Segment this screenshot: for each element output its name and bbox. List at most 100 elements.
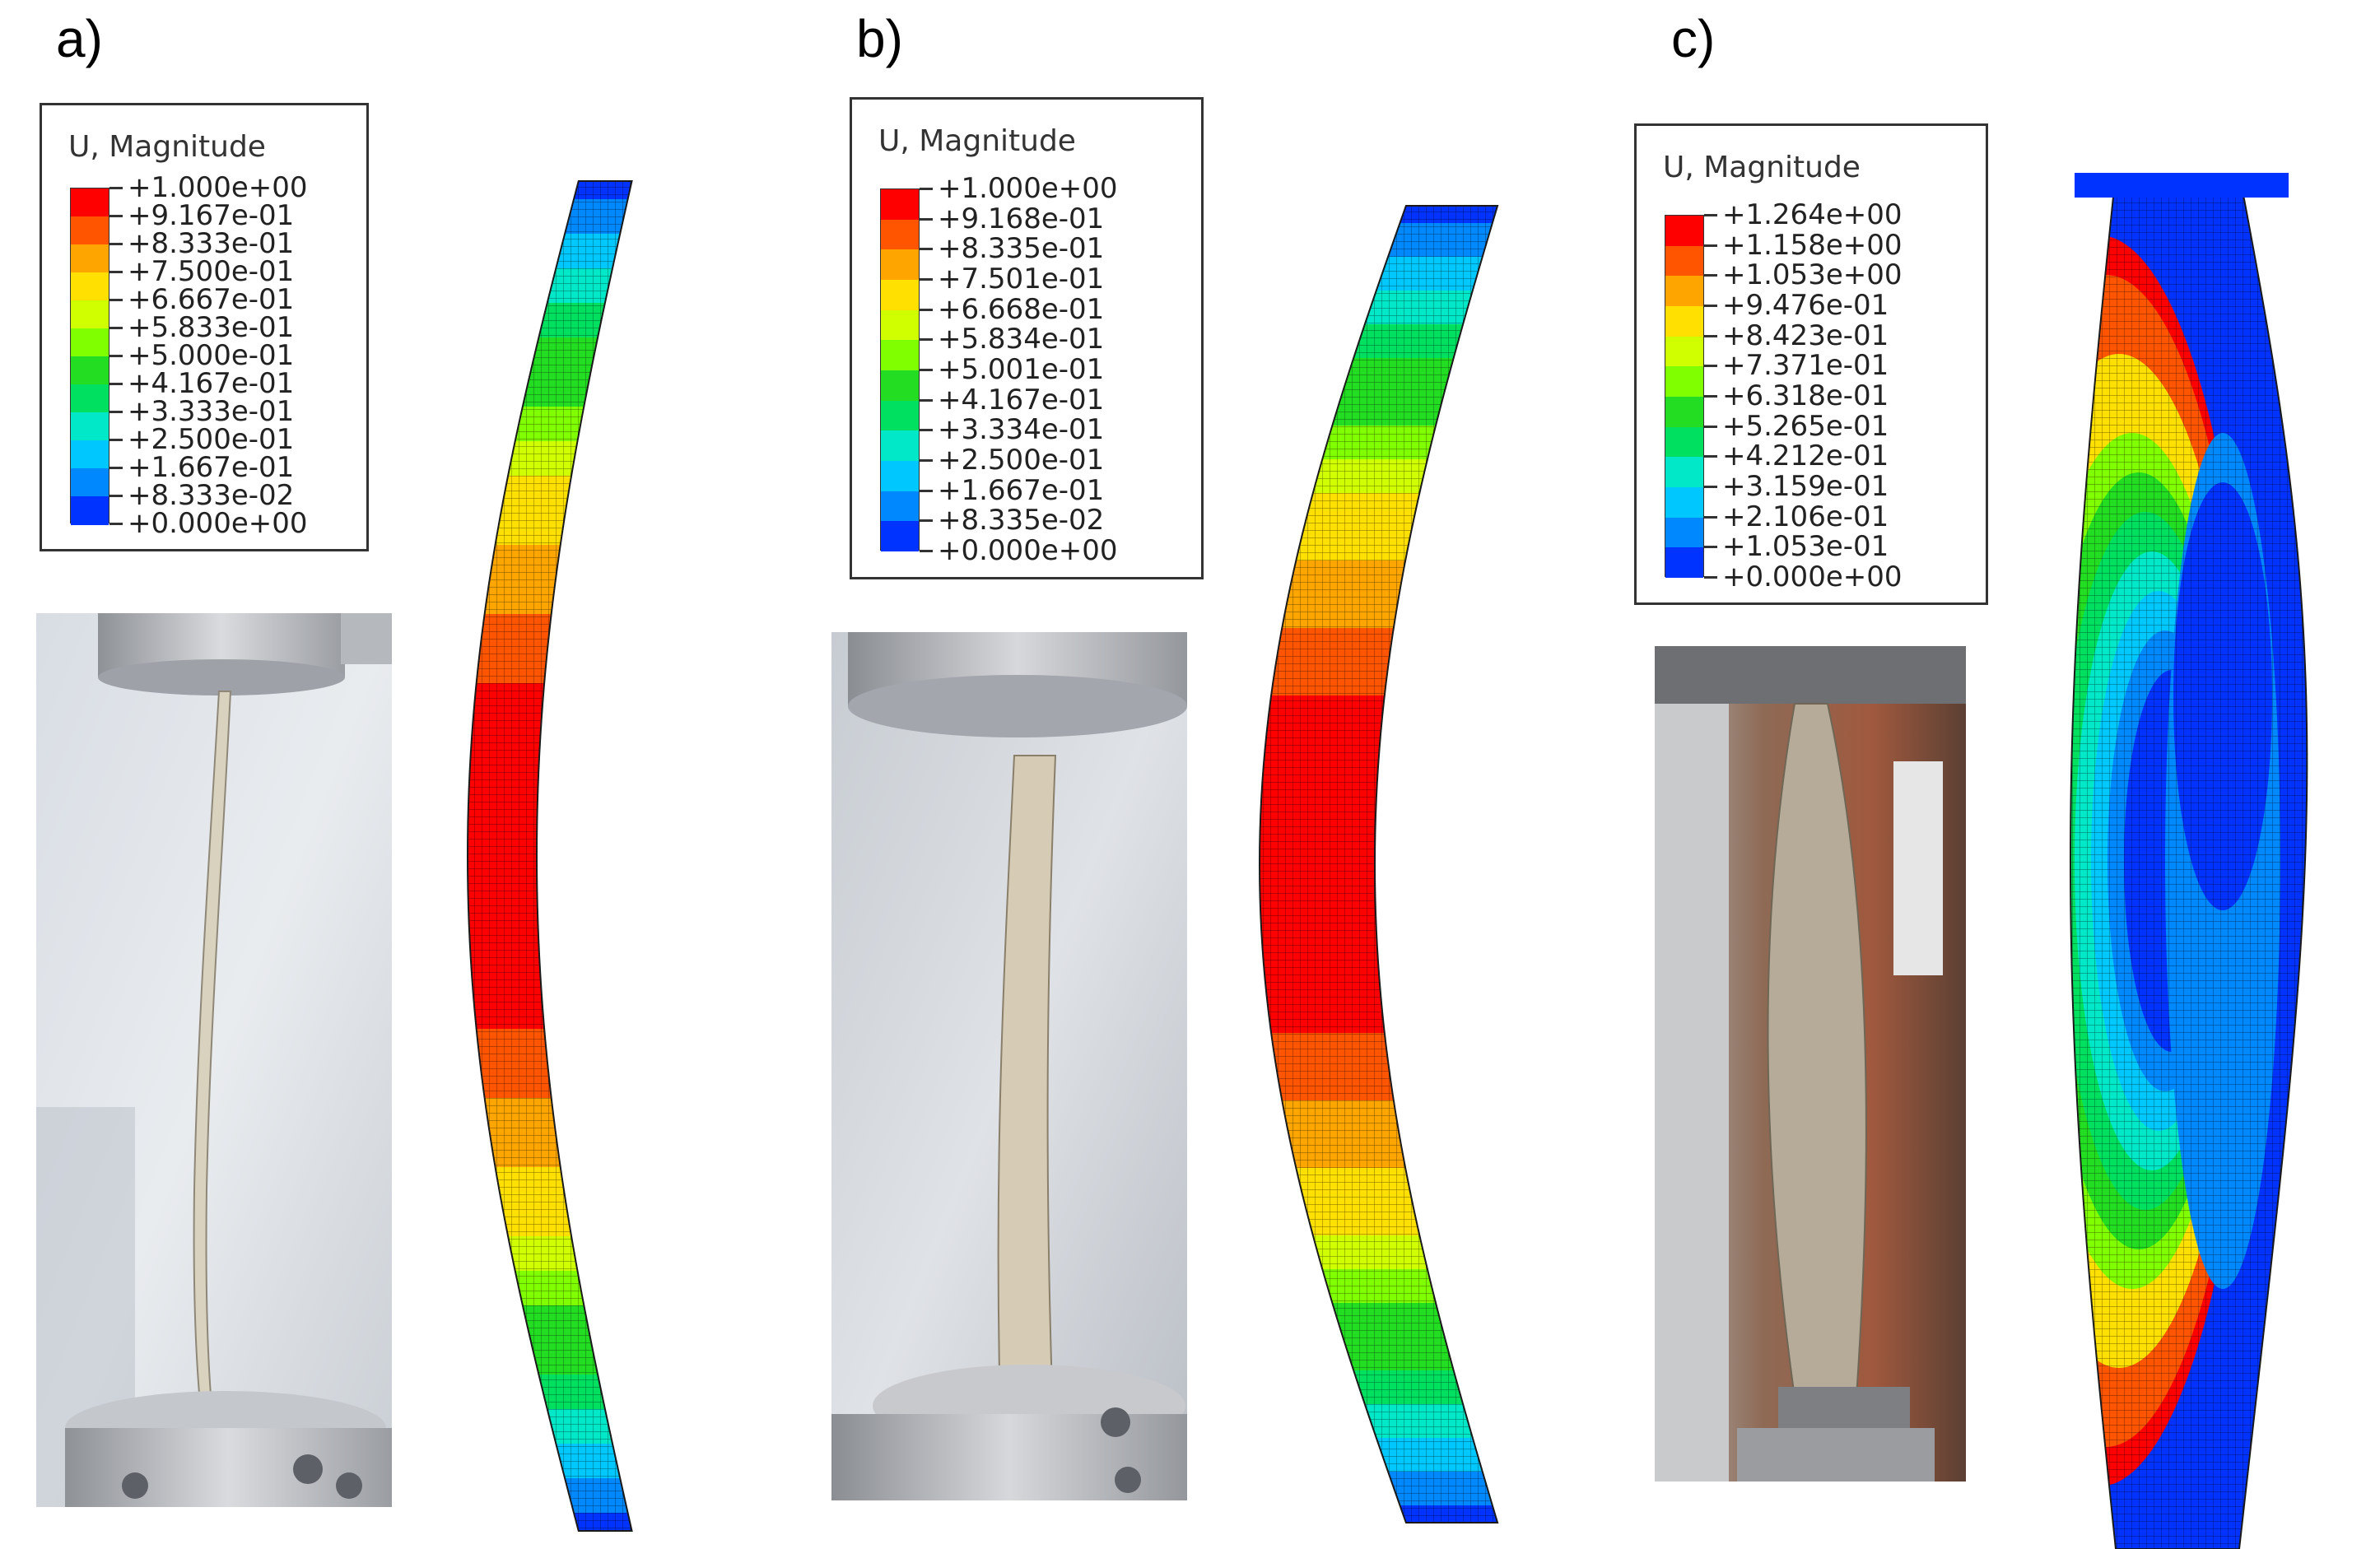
legend-tick: [1704, 455, 1717, 458]
contour-band: [468, 579, 632, 615]
legend-value: +1.000e+00: [128, 171, 308, 204]
contour-band: [468, 545, 632, 580]
legend-value: +1.264e+00: [1722, 198, 1903, 231]
color-swatch: [1665, 216, 1703, 247]
legend-value: +6.318e-01: [1722, 379, 1889, 412]
legend-value: +8.335e-02: [938, 504, 1105, 537]
color-swatch: [881, 309, 919, 341]
contour-band: [1260, 662, 1498, 696]
legend-tick: [920, 398, 933, 402]
legend-value: +1.667e-01: [128, 451, 295, 484]
contour-band: [2297, 420, 2308, 1325]
color-swatch: [71, 384, 109, 413]
color-swatch: [71, 412, 109, 441]
color-swatch: [1665, 517, 1703, 548]
legend-b: U, Magnitude +1.000e+00 +9.168e-01 +8.335e…: [850, 97, 1204, 579]
color-scale-bar: [880, 188, 920, 552]
legend-value: +0.000e+00: [128, 507, 308, 540]
legend-value: +3.159e-01: [1722, 470, 1889, 503]
legend-tick: [109, 187, 123, 189]
fem-outline: [1258, 205, 1499, 1523]
legend-tick: [109, 327, 123, 329]
legend-value: +9.168e-01: [938, 202, 1105, 235]
color-swatch: [1665, 276, 1703, 307]
contour-band: [468, 1133, 632, 1168]
legend-value: +8.333e-01: [128, 227, 295, 260]
legend-tick: [1704, 425, 1717, 428]
color-swatch: [881, 219, 919, 250]
legend-value: +4.167e-01: [128, 367, 295, 400]
legend-value: +1.053e-01: [1722, 530, 1889, 564]
color-swatch: [71, 496, 109, 525]
panel-label-c: c): [1671, 9, 1716, 68]
color-scale-bar: [70, 188, 109, 525]
color-swatch: [881, 400, 919, 431]
legend-value: +1.000e+00: [938, 172, 1118, 205]
color-swatch: [71, 440, 109, 469]
legend-tick: [920, 308, 933, 311]
legend-tick: [109, 495, 123, 497]
legend-value: +8.335e-01: [938, 232, 1105, 266]
legend-tick: [920, 188, 933, 190]
legend-tick: [920, 489, 933, 492]
color-swatch: [1665, 306, 1703, 337]
legend-value: +7.501e-01: [938, 263, 1105, 295]
legend-value: +1.053e+00: [1722, 258, 1903, 292]
legend-value: +0.000e+00: [1722, 561, 1903, 593]
legend-tick: [1704, 546, 1717, 549]
legend-tick: [920, 429, 933, 432]
legend-value: +5.000e-01: [128, 339, 295, 372]
fem-fixed-end: [2075, 173, 2289, 198]
color-swatch: [1665, 336, 1703, 367]
legend-value: +9.167e-01: [128, 199, 295, 232]
fem-model-c: [2069, 173, 2308, 1549]
legend-title: U, Magnitude: [1663, 151, 1861, 184]
color-swatch: [881, 340, 919, 371]
contour-band: [468, 1098, 632, 1133]
contour-band: [1260, 1505, 1498, 1523]
color-swatch: [71, 300, 109, 329]
legend-value: +6.668e-01: [938, 292, 1105, 326]
legend-tick: [1704, 274, 1717, 277]
legend-tick: [920, 278, 933, 281]
legend-value: +2.500e-01: [938, 444, 1105, 477]
legend-tick: [109, 439, 123, 441]
color-swatch: [881, 370, 919, 402]
color-swatch: [1665, 245, 1703, 277]
color-swatch: [71, 244, 109, 273]
fem-model-b: [1258, 205, 1499, 1523]
legend-tick: [920, 519, 933, 523]
legend-tick: [920, 217, 933, 221]
color-scale-bar: [1665, 215, 1704, 579]
color-swatch: [71, 328, 109, 357]
legend-tick: [1704, 214, 1717, 216]
legend-tick: [109, 243, 123, 245]
legend-tick: [109, 215, 123, 217]
color-swatch: [71, 188, 109, 217]
color-swatch: [1665, 397, 1703, 428]
contour-band: [468, 510, 632, 546]
color-swatch: [881, 461, 919, 492]
legend-value: +3.334e-01: [938, 413, 1105, 447]
legend-tick: [109, 299, 123, 301]
specimen-photo-a: [36, 613, 392, 1507]
legend-tick: [920, 459, 933, 462]
legend-tick: [1704, 334, 1717, 337]
legend-value: +5.834e-01: [938, 323, 1105, 356]
color-swatch: [881, 189, 919, 221]
color-swatch: [1665, 457, 1703, 488]
legend-c: U, Magnitude +1.264e+00 +1.158e+00 +1.053e…: [1634, 123, 1988, 605]
legend-value: +7.371e-01: [1722, 349, 1889, 383]
legend-value: +5.001e-01: [938, 353, 1105, 386]
legend-tick: [1704, 515, 1717, 519]
panel-label-b: b): [856, 9, 903, 68]
legend-tick: [109, 411, 123, 413]
legend-value: +8.423e-01: [1722, 319, 1889, 352]
fem-outline: [2069, 173, 2308, 1549]
legend-tick: [1704, 305, 1717, 307]
contour-band: [468, 1167, 632, 1202]
legend-value: +5.265e-01: [1722, 409, 1889, 443]
legend-value: +7.500e-01: [128, 255, 295, 288]
specimen-photo-b: [831, 632, 1187, 1500]
color-swatch: [71, 216, 109, 245]
